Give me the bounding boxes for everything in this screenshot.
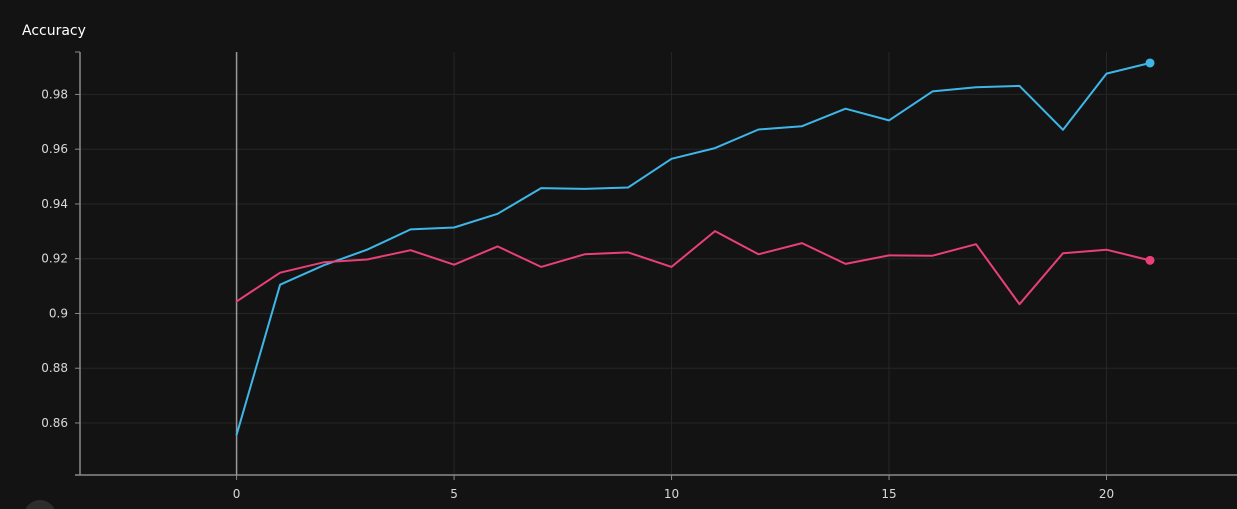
y-tick-label: 0.92 bbox=[41, 252, 68, 266]
x-tick-label: 20 bbox=[1099, 487, 1114, 501]
chart-menu-button[interactable] bbox=[24, 500, 56, 509]
series-line-1 bbox=[235, 62, 1151, 436]
chart-title: Accuracy bbox=[22, 23, 86, 39]
series-end-marker-2 bbox=[1145, 255, 1155, 265]
y-tick-label: 0.98 bbox=[41, 87, 68, 101]
y-tick-label: 0.86 bbox=[41, 416, 68, 430]
x-tick-label: 0 bbox=[233, 487, 241, 501]
series-line-2 bbox=[235, 230, 1151, 306]
series-end-marker-1 bbox=[1145, 58, 1155, 68]
x-tick-label: 10 bbox=[664, 487, 679, 501]
y-tick-label: 0.9 bbox=[49, 306, 68, 320]
y-tick-label: 0.94 bbox=[41, 197, 68, 211]
y-tick-label: 0.88 bbox=[41, 361, 68, 375]
x-tick-label: 15 bbox=[881, 487, 896, 501]
y-tick-label: 0.96 bbox=[41, 142, 68, 156]
x-tick-label: 5 bbox=[450, 487, 458, 501]
